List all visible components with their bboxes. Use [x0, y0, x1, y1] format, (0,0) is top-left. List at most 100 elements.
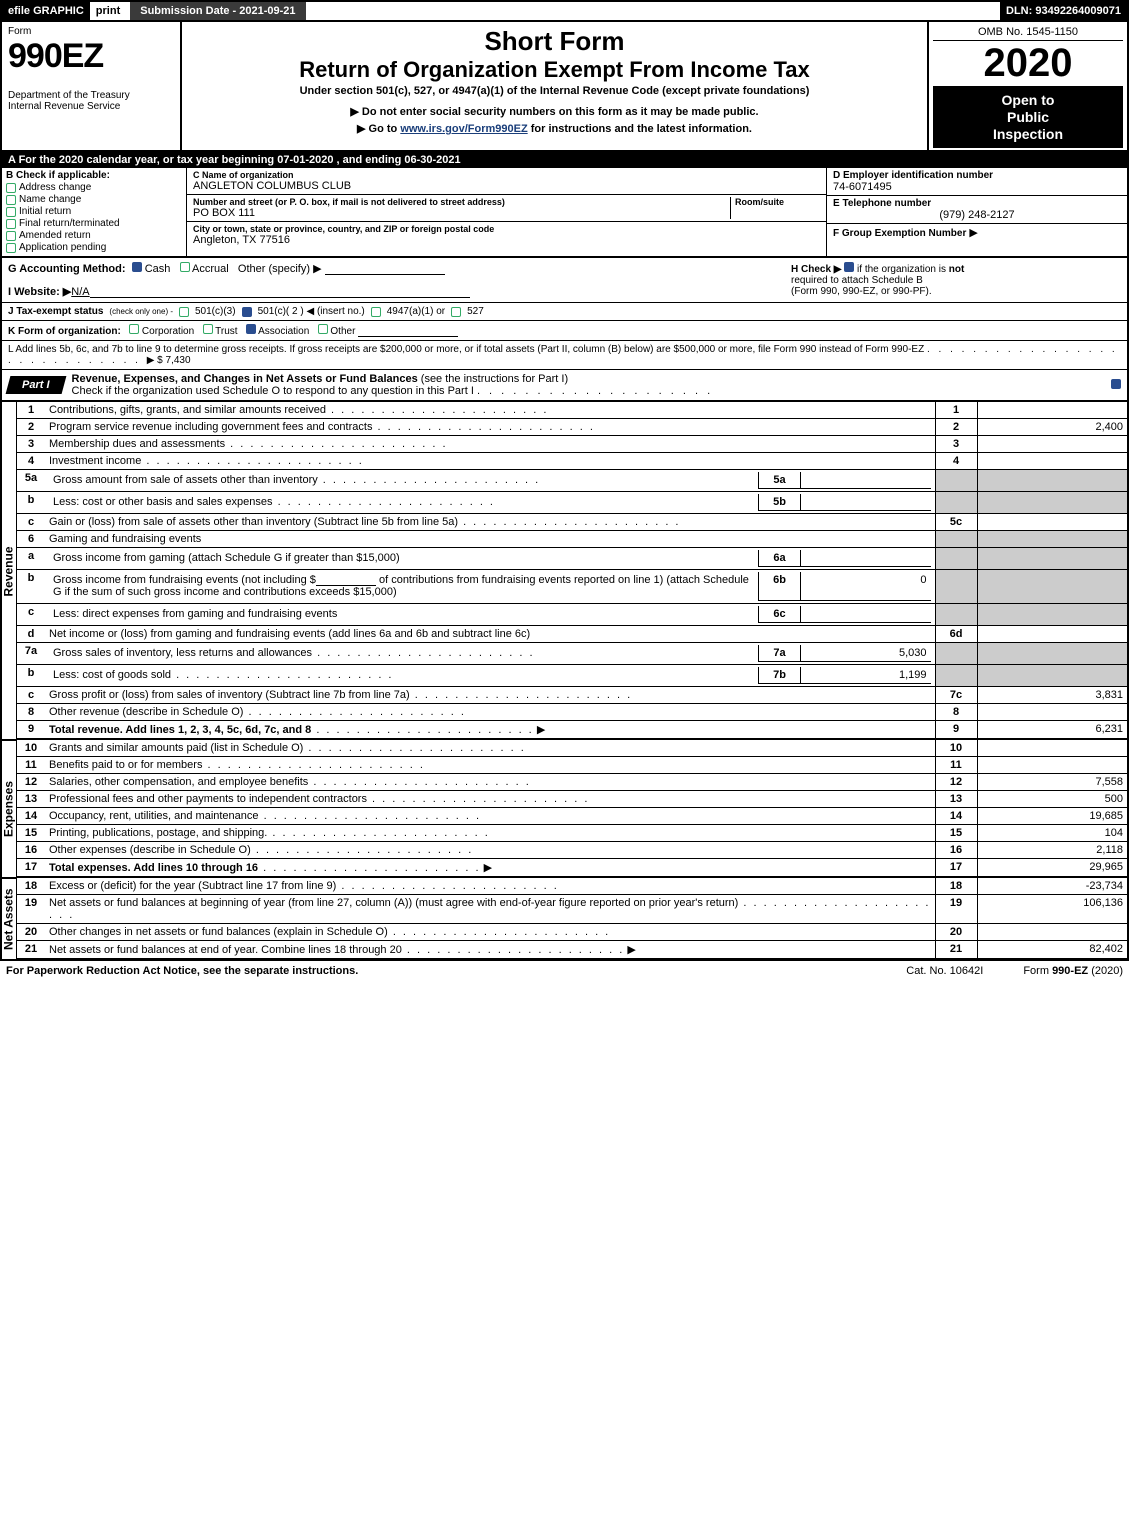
title-main: Return of Organization Exempt From Incom… — [188, 57, 921, 83]
ln7a-sv: 5,030 — [801, 645, 931, 662]
part1-header: Part I Revenue, Expenses, and Changes in… — [0, 370, 1129, 402]
ln4-num: 4 — [17, 453, 45, 470]
chk-address-change[interactable] — [6, 183, 16, 193]
chk-application-pending[interactable] — [6, 243, 16, 253]
row-GH: G Accounting Method: Cash Accrual Other … — [0, 258, 1129, 303]
ln12-amt: 7,558 — [977, 773, 1127, 790]
print-label[interactable]: print — [90, 2, 126, 20]
other-specify-line[interactable] — [325, 263, 445, 275]
ln6-amtshade — [977, 531, 1127, 548]
chk-other-org[interactable] — [318, 324, 328, 334]
chk-initial-return[interactable] — [6, 207, 16, 217]
chk-schedule-o[interactable] — [1111, 379, 1121, 389]
H-block: H Check ▶ if the organization is not req… — [791, 262, 1121, 298]
chk-amended-return[interactable] — [6, 231, 16, 241]
irs-link[interactable]: www.irs.gov/Form990EZ — [400, 123, 527, 135]
ln10-text: Grants and similar amounts paid (list in… — [45, 740, 935, 757]
chk-assoc[interactable] — [246, 324, 256, 334]
section-expenses: Expenses — [2, 781, 16, 837]
opt-other-org: Other — [330, 326, 355, 337]
part1-table: Revenue 1Contributions, gifts, grants, a… — [0, 402, 1129, 961]
efile-label: efile GRAPHIC — [2, 2, 90, 20]
ln9-amt: 6,231 — [977, 720, 1127, 739]
ln15-num: 15 — [17, 824, 45, 841]
ln2-num: 2 — [17, 419, 45, 436]
ln17-arrow: ▶ — [484, 862, 492, 874]
row-K: K Form of organization: Corporation Trus… — [0, 321, 1129, 341]
ln6-boxshade — [935, 531, 977, 548]
note-goto: ▶ Go to www.irs.gov/Form990EZ for instru… — [188, 122, 921, 135]
chk-4947[interactable] — [371, 307, 381, 317]
ln9-box: 9 — [935, 720, 977, 739]
ln9-arrow: ▶ — [537, 724, 545, 736]
ln6a-sb: 6a — [759, 550, 801, 567]
D-label: D Employer identification number — [833, 170, 1121, 181]
chk-name-change[interactable] — [6, 195, 16, 205]
ln6b-boxshade — [935, 570, 977, 604]
ln1-text: Contributions, gifts, grants, and simila… — [45, 402, 935, 419]
ln20-amt — [977, 923, 1127, 940]
ln10-amt — [977, 740, 1127, 757]
form-header: Form 990EZ Department of the Treasury In… — [0, 22, 1129, 152]
ln19-text: Net assets or fund balances at beginning… — [45, 894, 935, 923]
period-begin: 07-01-2020 — [277, 154, 333, 166]
ln6d-num: d — [17, 625, 45, 642]
chk-corp[interactable] — [129, 324, 139, 334]
ln6b-sb: 6b — [759, 572, 801, 600]
ln14-text: Occupancy, rent, utilities, and maintena… — [45, 807, 935, 824]
ln6a-text: Gross income from gaming (attach Schedul… — [49, 550, 759, 567]
ln19-amt: 106,136 — [977, 894, 1127, 923]
period-mid: , and ending — [333, 154, 404, 166]
part1-tab: Part I — [6, 376, 66, 394]
ln7b-amtshade — [977, 664, 1127, 686]
ln1-amt — [977, 402, 1127, 419]
chk-final-return[interactable] — [6, 219, 16, 229]
I-label: I Website: ▶ — [8, 286, 71, 298]
ln3-text: Membership dues and assessments — [45, 436, 935, 453]
ln7c-num: c — [17, 686, 45, 703]
ln5a-cell: Gross amount from sale of assets other t… — [45, 470, 935, 492]
ln5a-sv — [801, 472, 931, 489]
ln6a-amtshade — [977, 548, 1127, 570]
ln2-amt: 2,400 — [977, 419, 1127, 436]
ln9-text: Total revenue. Add lines 1, 2, 3, 4, 5c,… — [45, 720, 935, 739]
topbar: efile GRAPHIC print Submission Date - 20… — [0, 0, 1129, 22]
G-label: G Accounting Method: — [8, 263, 126, 275]
opt-address-change: Address change — [19, 182, 91, 193]
open-public-box: Open to Public Inspection — [933, 86, 1123, 148]
opt-initial-return: Initial return — [19, 206, 71, 217]
submission-date: Submission Date - 2021-09-21 — [126, 2, 309, 20]
ln16-box: 16 — [935, 841, 977, 858]
ln5a-sb: 5a — [759, 472, 801, 489]
opt-name-change: Name change — [19, 194, 81, 205]
ln7a-boxshade — [935, 642, 977, 664]
opt-accrual: Accrual — [192, 263, 229, 275]
ln11-box: 11 — [935, 756, 977, 773]
ln10-box: 10 — [935, 740, 977, 757]
F-label: F Group Exemption Number — [833, 228, 966, 239]
I-line: I Website: ▶N/A — [8, 285, 791, 298]
opt-corp: Corporation — [142, 326, 194, 337]
chk-527[interactable] — [451, 307, 461, 317]
L-text: L Add lines 5b, 6c, and 7b to line 9 to … — [8, 344, 924, 355]
E-label: E Telephone number — [833, 198, 1121, 209]
H-label: H Check ▶ — [791, 264, 841, 275]
opt-application-pending: Application pending — [19, 242, 106, 253]
ln8-text: Other revenue (describe in Schedule O) — [45, 703, 935, 720]
chk-cash[interactable] — [132, 262, 142, 272]
J-small: (check only one) - — [109, 307, 173, 316]
chk-501c3[interactable] — [179, 307, 189, 317]
ln19-num: 19 — [17, 894, 45, 923]
part1-title: Revenue, Expenses, and Changes in Net As… — [64, 370, 1111, 400]
ln2-text: Program service revenue including govern… — [45, 419, 935, 436]
ln5c-text: Gain or (loss) from sale of assets other… — [45, 514, 935, 531]
chk-trust[interactable] — [203, 324, 213, 334]
chk-501c[interactable] — [242, 307, 252, 317]
chk-H[interactable] — [844, 262, 854, 272]
ln6c-sb: 6c — [759, 606, 801, 623]
chk-accrual[interactable] — [180, 262, 190, 272]
ln18-num: 18 — [17, 878, 45, 895]
ln11-amt — [977, 756, 1127, 773]
note-goto-pre: ▶ Go to — [357, 123, 400, 135]
ln5b-num: b — [17, 492, 45, 514]
